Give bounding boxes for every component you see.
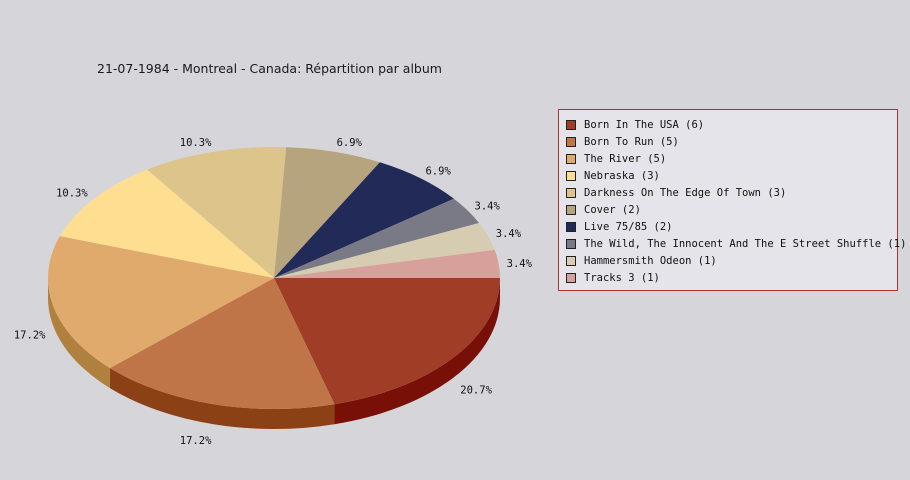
legend-label: Hammersmith Odeon (1) xyxy=(584,254,717,267)
legend-item: Nebraska (3) xyxy=(566,167,897,184)
pie-slice xyxy=(274,222,495,278)
legend-swatch xyxy=(566,153,576,164)
pie-slice-side xyxy=(109,368,335,430)
legend-swatch xyxy=(566,255,576,266)
legend-swatch xyxy=(566,119,576,130)
pie-percent-label: 10.3% xyxy=(56,188,88,200)
pie-slice xyxy=(274,198,480,278)
legend-label: Tracks 3 (1) xyxy=(584,271,660,284)
pie-percent-label: 20.7% xyxy=(460,384,492,396)
pie-depth-group xyxy=(48,278,500,430)
pie-slice xyxy=(274,147,380,278)
legend-item: The Wild, The Innocent And The E Street … xyxy=(566,235,906,252)
legend-swatch xyxy=(566,170,576,181)
pie-percent-label: 10.3% xyxy=(180,137,212,149)
legend-item: Cover (2) xyxy=(566,201,897,218)
legend-swatch xyxy=(566,204,576,215)
legend-swatch xyxy=(566,272,576,283)
legend-item: Hammersmith Odeon (1) xyxy=(566,252,897,269)
legend-label: Live 75/85 (2) xyxy=(584,220,673,233)
chart-title: 21-07-1984 - Montreal - Canada: Répartit… xyxy=(97,61,442,76)
legend-swatch xyxy=(566,238,576,249)
pie-percent-label: 17.2% xyxy=(180,435,212,447)
legend-item: Born In The USA (6) xyxy=(566,116,897,133)
legend-item: Born To Run (5) xyxy=(566,133,897,150)
legend-item: The River (5) xyxy=(566,150,897,167)
legend-item: Live 75/85 (2) xyxy=(566,218,897,235)
pie-percent-label: 3.4% xyxy=(475,200,501,212)
pie-percent-label: 3.4% xyxy=(496,228,522,240)
pie-slice xyxy=(274,162,454,278)
legend-label: Born To Run (5) xyxy=(584,135,679,148)
pie-percent-label: 3.4% xyxy=(507,258,533,270)
pie-slice xyxy=(109,278,335,410)
chart-legend: Born In The USA (6) Born To Run (5) The Ri… xyxy=(558,109,906,291)
legend-label: The River (5) xyxy=(584,152,667,165)
pie-slices-group xyxy=(47,146,500,410)
legend-label: Born In The USA (6) xyxy=(584,118,705,131)
pie-percent-label: 17.2% xyxy=(14,329,46,341)
legend-item: Darkness On The Edge Of Town (3) xyxy=(566,184,897,201)
legend-swatch xyxy=(566,136,576,147)
pie-slice-side xyxy=(334,278,500,425)
pie-slice xyxy=(47,236,274,369)
legend-label: The Wild, The Innocent And The E Street … xyxy=(584,237,907,250)
pie-slice xyxy=(147,146,287,278)
legend-swatch xyxy=(566,187,576,198)
pie-labels-group: 20.7% 17.2% 17.2% 10.3% 10.3% 6.9% 6.9% 3.4% 3.4… xyxy=(14,137,533,447)
pie-percent-label: 6.9% xyxy=(425,166,451,178)
pie-slice xyxy=(274,278,500,405)
pie-slice xyxy=(274,249,500,278)
pie-slice xyxy=(59,169,274,278)
legend-label: Cover (2) xyxy=(584,203,641,216)
legend-label: Nebraska (3) xyxy=(584,169,660,182)
pie-percent-label: 6.9% xyxy=(337,137,363,149)
legend-item: Tracks 3 (1) xyxy=(566,269,897,286)
legend-label: Darkness On The Edge Of Town (3) xyxy=(584,186,787,199)
legend-swatch xyxy=(566,221,576,232)
pie-slice-side xyxy=(48,278,110,389)
